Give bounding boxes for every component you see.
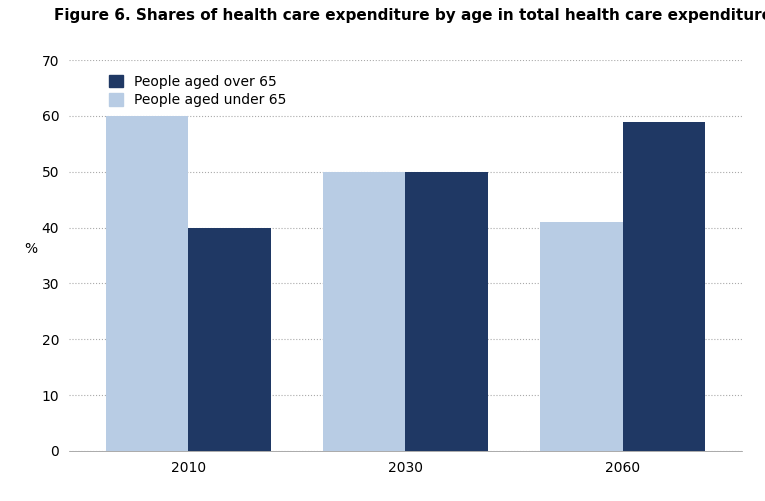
Bar bbox=[188, 227, 271, 451]
Bar bbox=[323, 172, 405, 451]
Text: Figure 6. Shares of health care expenditure by age in total health care expendit: Figure 6. Shares of health care expendit… bbox=[54, 8, 765, 23]
Y-axis label: %: % bbox=[24, 241, 37, 256]
Legend: People aged over 65, People aged under 65: People aged over 65, People aged under 6… bbox=[109, 75, 287, 107]
Bar bbox=[405, 172, 488, 451]
Bar bbox=[623, 122, 705, 451]
Bar bbox=[106, 116, 188, 451]
Bar bbox=[540, 222, 623, 451]
